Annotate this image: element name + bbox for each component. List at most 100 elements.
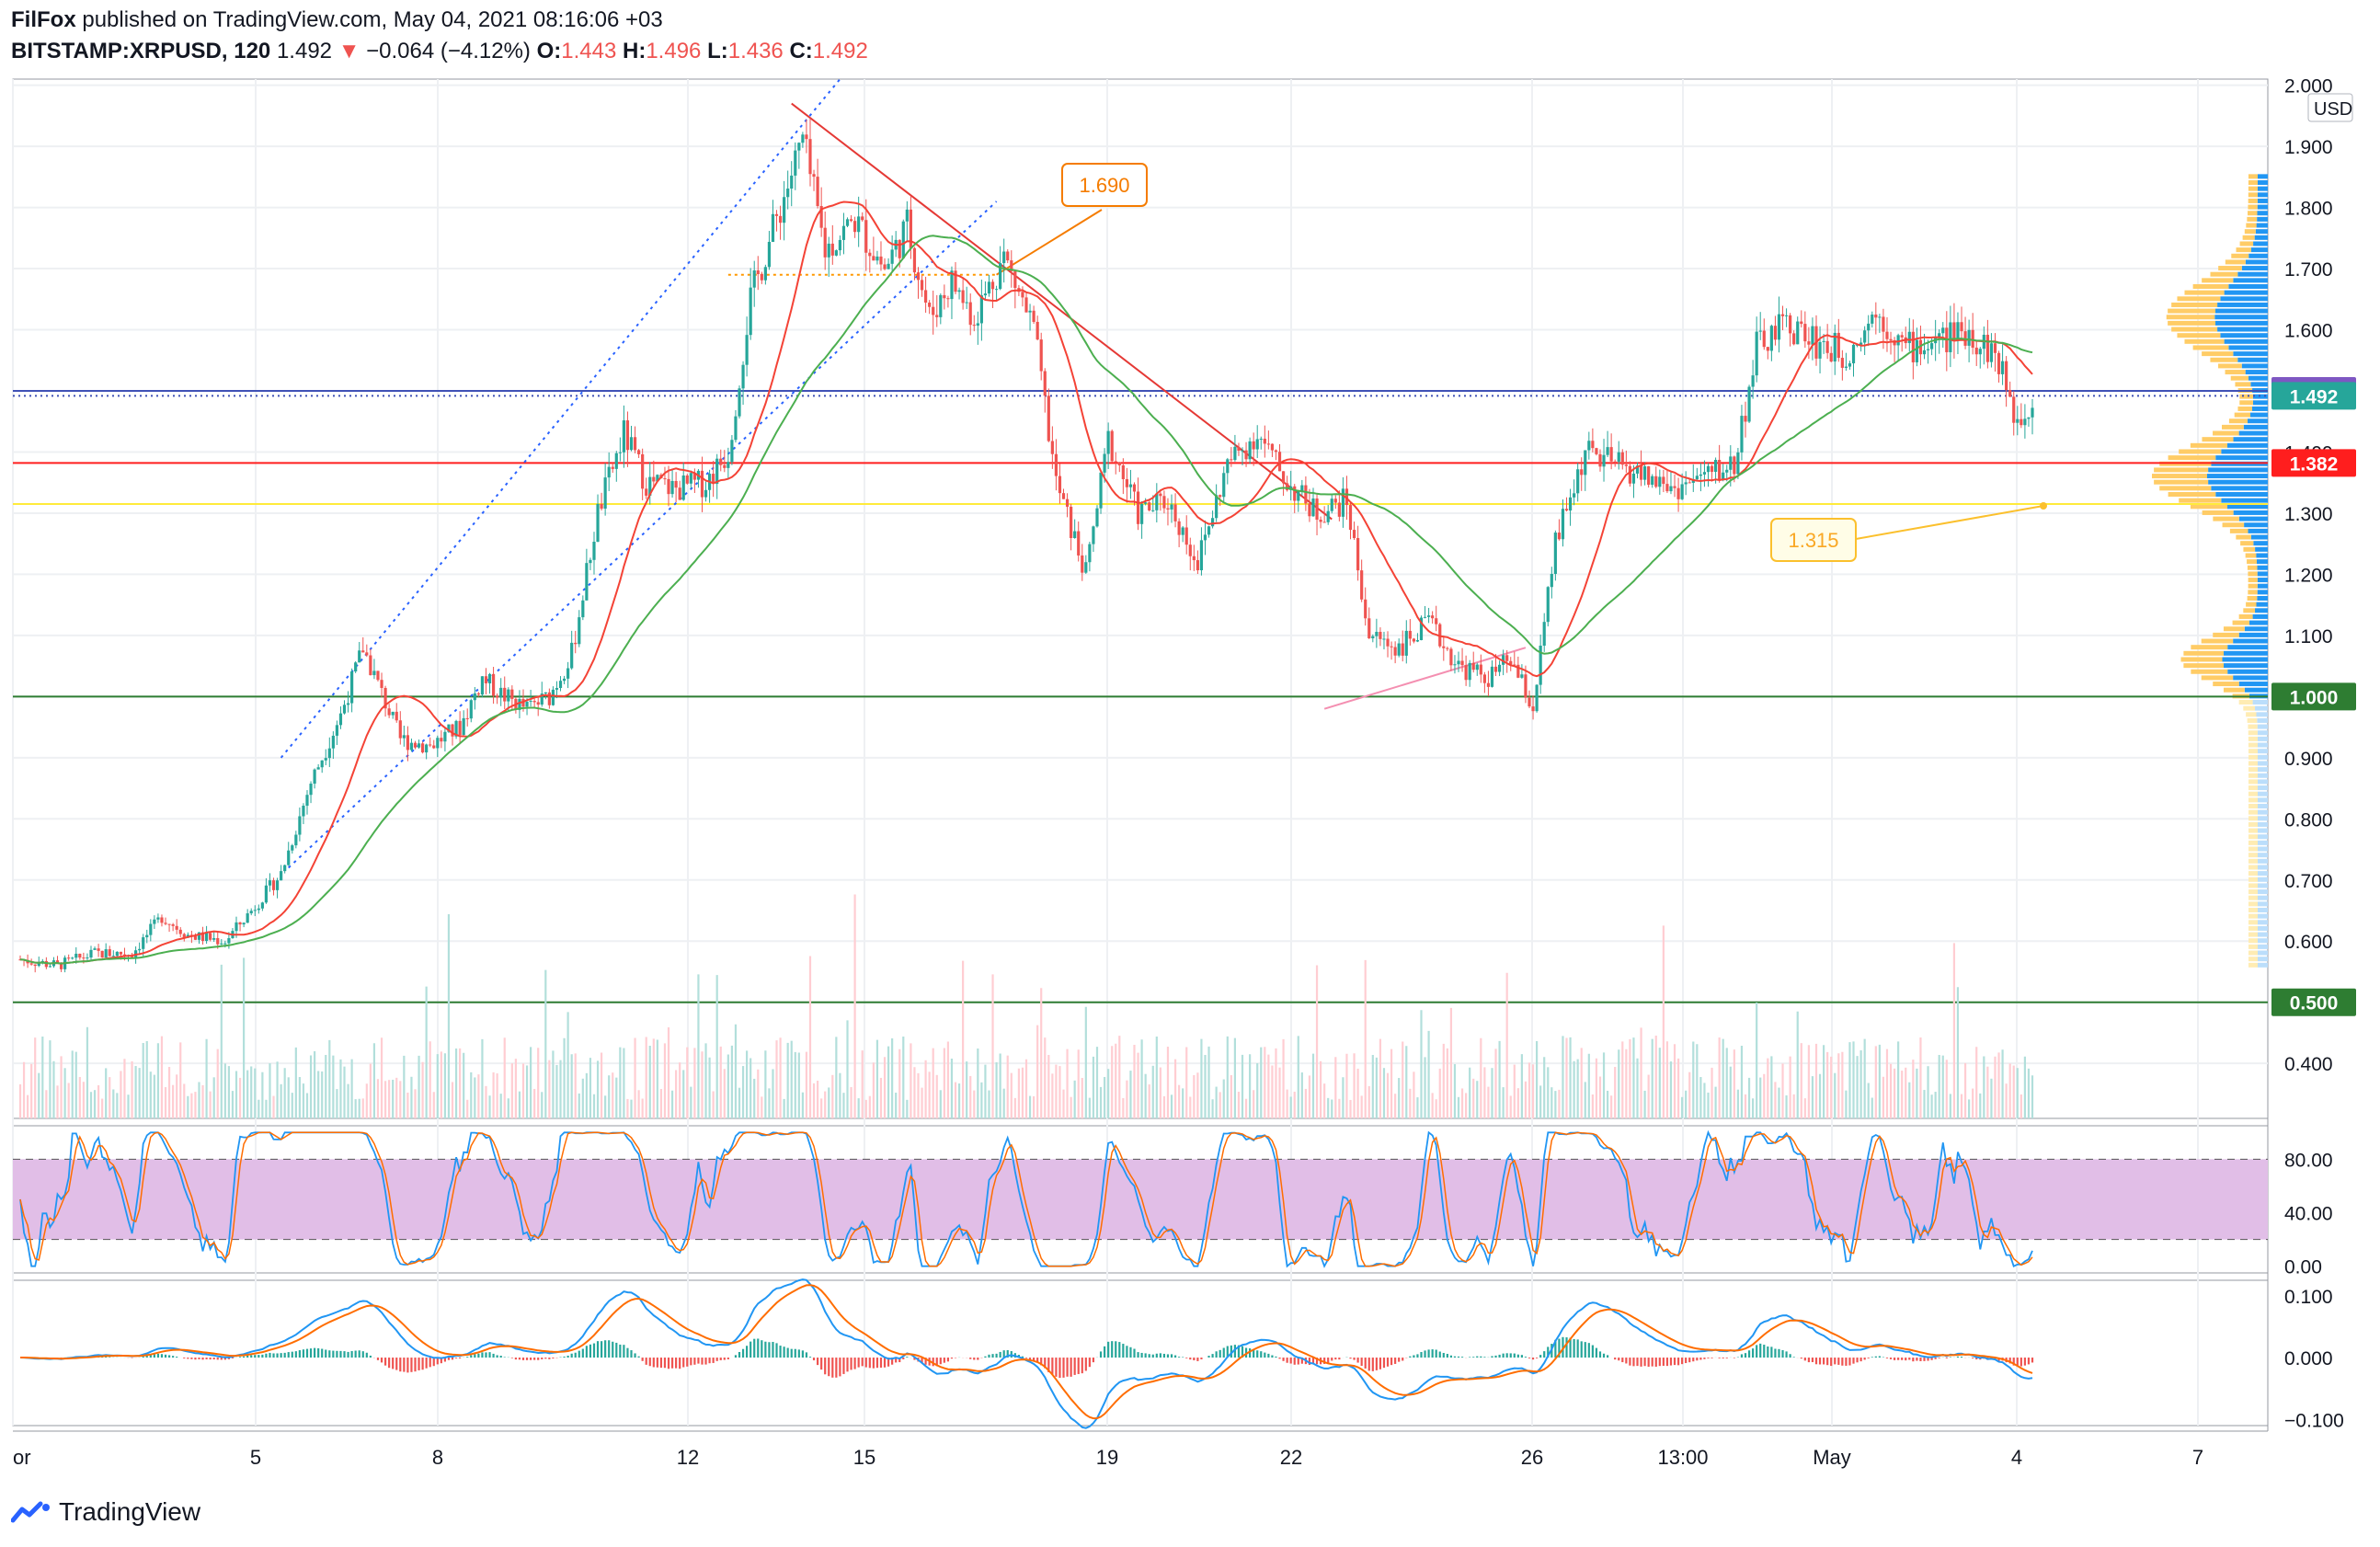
candle-body xyxy=(943,294,946,299)
candle-body xyxy=(1662,476,1665,485)
currency-label: USD xyxy=(2314,99,2352,120)
volume-profile-bar-up xyxy=(2251,406,2268,411)
x-tick-label: 7 xyxy=(2192,1446,2203,1469)
candle-body xyxy=(1833,332,1836,362)
candle-body xyxy=(1718,459,1722,480)
volume-profile-bar-down xyxy=(2168,320,2215,326)
candle-body xyxy=(1266,443,1270,445)
candle-body xyxy=(55,960,60,963)
candle-body xyxy=(1938,333,1941,338)
candle-body xyxy=(920,280,924,291)
candle-body xyxy=(216,938,220,945)
candle-body xyxy=(1658,476,1662,487)
candle-body xyxy=(178,929,182,934)
candle-body xyxy=(801,134,805,143)
candle-body xyxy=(1889,338,1893,340)
tradingview-brand[interactable]: TradingView xyxy=(59,1497,201,1526)
volume-profile-bar-down xyxy=(2202,278,2234,283)
volume-profile-bar-down xyxy=(2246,602,2257,607)
candle-body xyxy=(1210,518,1215,527)
candle-body xyxy=(2012,396,2016,423)
volume-profile-bar-up xyxy=(2257,216,2268,222)
volume-profile-bar-down xyxy=(2248,571,2258,577)
volume-profile-bar-down xyxy=(2248,809,2258,815)
candle-body xyxy=(212,938,216,940)
candle-body xyxy=(1680,484,1684,499)
candle-body xyxy=(227,938,231,944)
candle-body xyxy=(1930,343,1934,350)
candle-body xyxy=(774,213,779,216)
candle-body xyxy=(93,948,97,950)
candle-body xyxy=(861,216,864,221)
candle-body xyxy=(2008,390,2012,397)
volume-profile-bar-up xyxy=(2237,357,2268,362)
candle-body xyxy=(1893,339,1896,346)
candle-body xyxy=(1286,483,1289,490)
volume-profile-bar-up xyxy=(2256,559,2268,565)
volume-profile-bar-down xyxy=(2248,908,2258,912)
candle-body xyxy=(1497,664,1502,672)
candle-body xyxy=(994,289,999,291)
candle-body xyxy=(1110,430,1114,462)
candle-body xyxy=(887,263,890,269)
candle-body xyxy=(510,689,514,699)
volume-profile-bar-up xyxy=(2233,437,2268,442)
volume-profile-bar-down xyxy=(2223,687,2245,693)
candle-body xyxy=(625,420,630,451)
candle-body xyxy=(1464,665,1468,681)
candle-body xyxy=(465,717,469,719)
candle-body xyxy=(946,298,950,300)
candle-body xyxy=(346,703,350,705)
volume-profile-bar-up xyxy=(2258,938,2268,944)
candle-body xyxy=(954,270,957,292)
candle-body xyxy=(581,600,585,618)
volume-profile-bar-down xyxy=(2248,730,2258,736)
volume-profile-bar-up xyxy=(2245,259,2268,265)
candle-body xyxy=(983,293,988,296)
candle-body xyxy=(558,681,563,689)
volume-profile-bar-down xyxy=(2248,779,2258,785)
stoch-tick-label: 80.00 xyxy=(2284,1150,2333,1171)
candle-body xyxy=(398,720,402,739)
candle-body xyxy=(1609,447,1613,462)
candle-body xyxy=(1550,574,1553,588)
candle-body xyxy=(1449,648,1453,666)
candle-body xyxy=(1300,485,1304,491)
candle-body xyxy=(551,689,555,705)
volume-profile-bar-up xyxy=(2258,962,2268,968)
candle-body xyxy=(1028,310,1032,313)
volume-profile-bar-up xyxy=(2222,657,2268,662)
volume-profile-bar-up xyxy=(2249,412,2268,418)
candle-body xyxy=(1460,660,1464,666)
volume-profile-bar-down xyxy=(2179,449,2222,454)
candle-body xyxy=(1493,666,1498,672)
volume-profile-bar-up xyxy=(2244,522,2268,528)
candle-body xyxy=(1620,452,1624,465)
candle-body xyxy=(421,743,425,753)
volume-profile-bar-down xyxy=(2234,412,2250,418)
candle-body xyxy=(204,933,209,942)
volume-profile-bar-up xyxy=(2258,877,2268,882)
candle-body xyxy=(1867,323,1871,331)
y-tick-label: 1.800 xyxy=(2284,199,2333,220)
candle-body xyxy=(1740,416,1744,453)
volume-profile-bar-down xyxy=(2177,296,2221,302)
candle-body xyxy=(1379,631,1382,639)
candle-body xyxy=(1010,260,1013,271)
author-name[interactable]: FilFox xyxy=(11,7,76,32)
volume-profile-bar-up xyxy=(2258,821,2268,827)
candle-body xyxy=(153,919,156,924)
candle-body xyxy=(1885,331,1889,339)
volume-profile-bar-up xyxy=(2258,846,2268,852)
candle-body xyxy=(462,717,465,735)
candle-body xyxy=(1427,615,1431,617)
downtrend-line xyxy=(791,102,1333,521)
symbol-name[interactable]: BITSTAMP:XRPUSD, 120 xyxy=(11,39,271,63)
volume-profile-bar-up xyxy=(2233,278,2268,283)
candle-body xyxy=(1598,453,1602,467)
candle-body xyxy=(1423,616,1427,618)
volume-profile-bar-up xyxy=(2250,534,2268,540)
volume-profile-bar-down xyxy=(2213,430,2239,436)
candle-body xyxy=(1722,472,1725,480)
